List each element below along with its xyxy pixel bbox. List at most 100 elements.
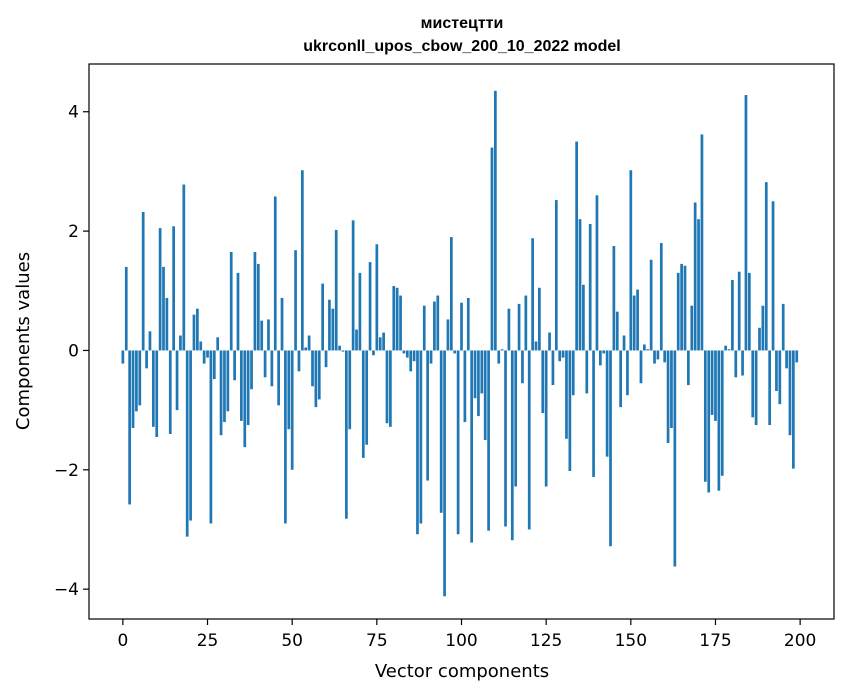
bar-72 bbox=[365, 350, 369, 445]
bar-146 bbox=[615, 311, 619, 351]
bar-139 bbox=[592, 350, 595, 477]
bar-23 bbox=[199, 341, 203, 351]
bar-27 bbox=[212, 350, 216, 380]
bar-88 bbox=[419, 350, 423, 524]
bar-197 bbox=[788, 350, 792, 436]
bar-179 bbox=[727, 349, 731, 351]
bar-21 bbox=[192, 314, 196, 351]
bar-150 bbox=[629, 170, 633, 351]
bar-73 bbox=[368, 262, 372, 351]
bar-160 bbox=[663, 350, 667, 363]
bar-156 bbox=[649, 259, 653, 351]
bar-20 bbox=[189, 350, 192, 521]
y-axis-label: Components values bbox=[13, 252, 34, 430]
bar-157 bbox=[653, 350, 656, 364]
bar-101 bbox=[463, 350, 467, 423]
bar-93 bbox=[436, 295, 440, 351]
bar-98 bbox=[453, 350, 457, 354]
bar-15 bbox=[172, 226, 176, 351]
bar-87 bbox=[416, 350, 419, 535]
bar-22 bbox=[196, 308, 199, 351]
bar-134 bbox=[575, 141, 578, 351]
bar-79 bbox=[389, 350, 392, 427]
bar-30 bbox=[223, 350, 226, 423]
bar-69 bbox=[355, 329, 358, 351]
bar-8 bbox=[148, 331, 152, 351]
bar-1 bbox=[124, 266, 128, 351]
bar-25 bbox=[206, 350, 209, 358]
bar-82 bbox=[399, 295, 402, 351]
bar-2 bbox=[128, 350, 131, 505]
bar-113 bbox=[504, 350, 507, 527]
bar-7 bbox=[145, 350, 148, 369]
bar-119 bbox=[524, 295, 528, 351]
bar-18 bbox=[182, 184, 186, 351]
bar-183 bbox=[741, 350, 744, 376]
bar-172 bbox=[703, 350, 707, 482]
bar-152 bbox=[636, 289, 639, 351]
bar-123 bbox=[538, 287, 541, 351]
bar-191 bbox=[768, 350, 772, 426]
bar-62 bbox=[331, 308, 335, 351]
bar-173 bbox=[707, 350, 711, 493]
bar-68 bbox=[351, 220, 355, 351]
bar-76 bbox=[378, 337, 382, 351]
bar-40 bbox=[256, 263, 260, 351]
bar-147 bbox=[619, 350, 623, 408]
bar-137 bbox=[585, 350, 589, 394]
bar-97 bbox=[449, 237, 453, 351]
bar-38 bbox=[250, 350, 253, 390]
bar-34 bbox=[236, 272, 240, 351]
bar-50 bbox=[290, 350, 294, 470]
bar-58 bbox=[317, 350, 321, 400]
y-tick-label: −2 bbox=[54, 461, 79, 481]
bar-71 bbox=[361, 350, 365, 458]
bar-125 bbox=[544, 350, 548, 487]
bar-59 bbox=[321, 283, 325, 351]
bar-13 bbox=[165, 297, 169, 351]
bar-70 bbox=[358, 272, 362, 351]
bar-169 bbox=[693, 202, 697, 351]
bar-117 bbox=[517, 303, 521, 351]
bar-185 bbox=[747, 272, 751, 351]
bar-112 bbox=[500, 349, 504, 351]
bar-60 bbox=[324, 350, 328, 368]
bar-31 bbox=[226, 350, 230, 412]
bar-32 bbox=[229, 251, 233, 351]
bar-106 bbox=[480, 350, 484, 394]
bar-0 bbox=[121, 350, 125, 364]
bar-184 bbox=[744, 95, 748, 351]
x-tick-label: 50 bbox=[281, 631, 303, 651]
bar-116 bbox=[514, 350, 518, 487]
x-axis-ticks: 0 25 50 75 100 125 150 175 200 bbox=[117, 619, 816, 651]
bar-66 bbox=[345, 350, 348, 519]
bar-188 bbox=[758, 327, 761, 351]
bar-33 bbox=[233, 350, 236, 381]
x-tick-label: 75 bbox=[366, 631, 388, 651]
bar-135 bbox=[578, 219, 582, 351]
bar-158 bbox=[656, 350, 660, 360]
bar-142 bbox=[602, 350, 606, 354]
bar-109 bbox=[490, 147, 494, 351]
bar-9 bbox=[151, 350, 155, 427]
bar-155 bbox=[646, 349, 650, 351]
bar-6 bbox=[141, 212, 145, 351]
bar-103 bbox=[470, 350, 474, 543]
bar-189 bbox=[761, 305, 765, 351]
bar-128 bbox=[554, 200, 558, 351]
bar-3 bbox=[131, 350, 135, 429]
bar-107 bbox=[483, 350, 487, 440]
bar-190 bbox=[764, 182, 768, 351]
bar-195 bbox=[781, 303, 785, 351]
bar-115 bbox=[510, 350, 514, 541]
bar-138 bbox=[588, 223, 592, 351]
bar-53 bbox=[300, 170, 304, 351]
bar-5 bbox=[138, 350, 142, 406]
x-tick-label: 100 bbox=[445, 631, 477, 651]
bar-194 bbox=[778, 350, 782, 405]
bar-47 bbox=[280, 297, 284, 351]
bar-149 bbox=[626, 350, 629, 396]
bar-64 bbox=[338, 345, 341, 351]
bar-166 bbox=[683, 265, 687, 351]
